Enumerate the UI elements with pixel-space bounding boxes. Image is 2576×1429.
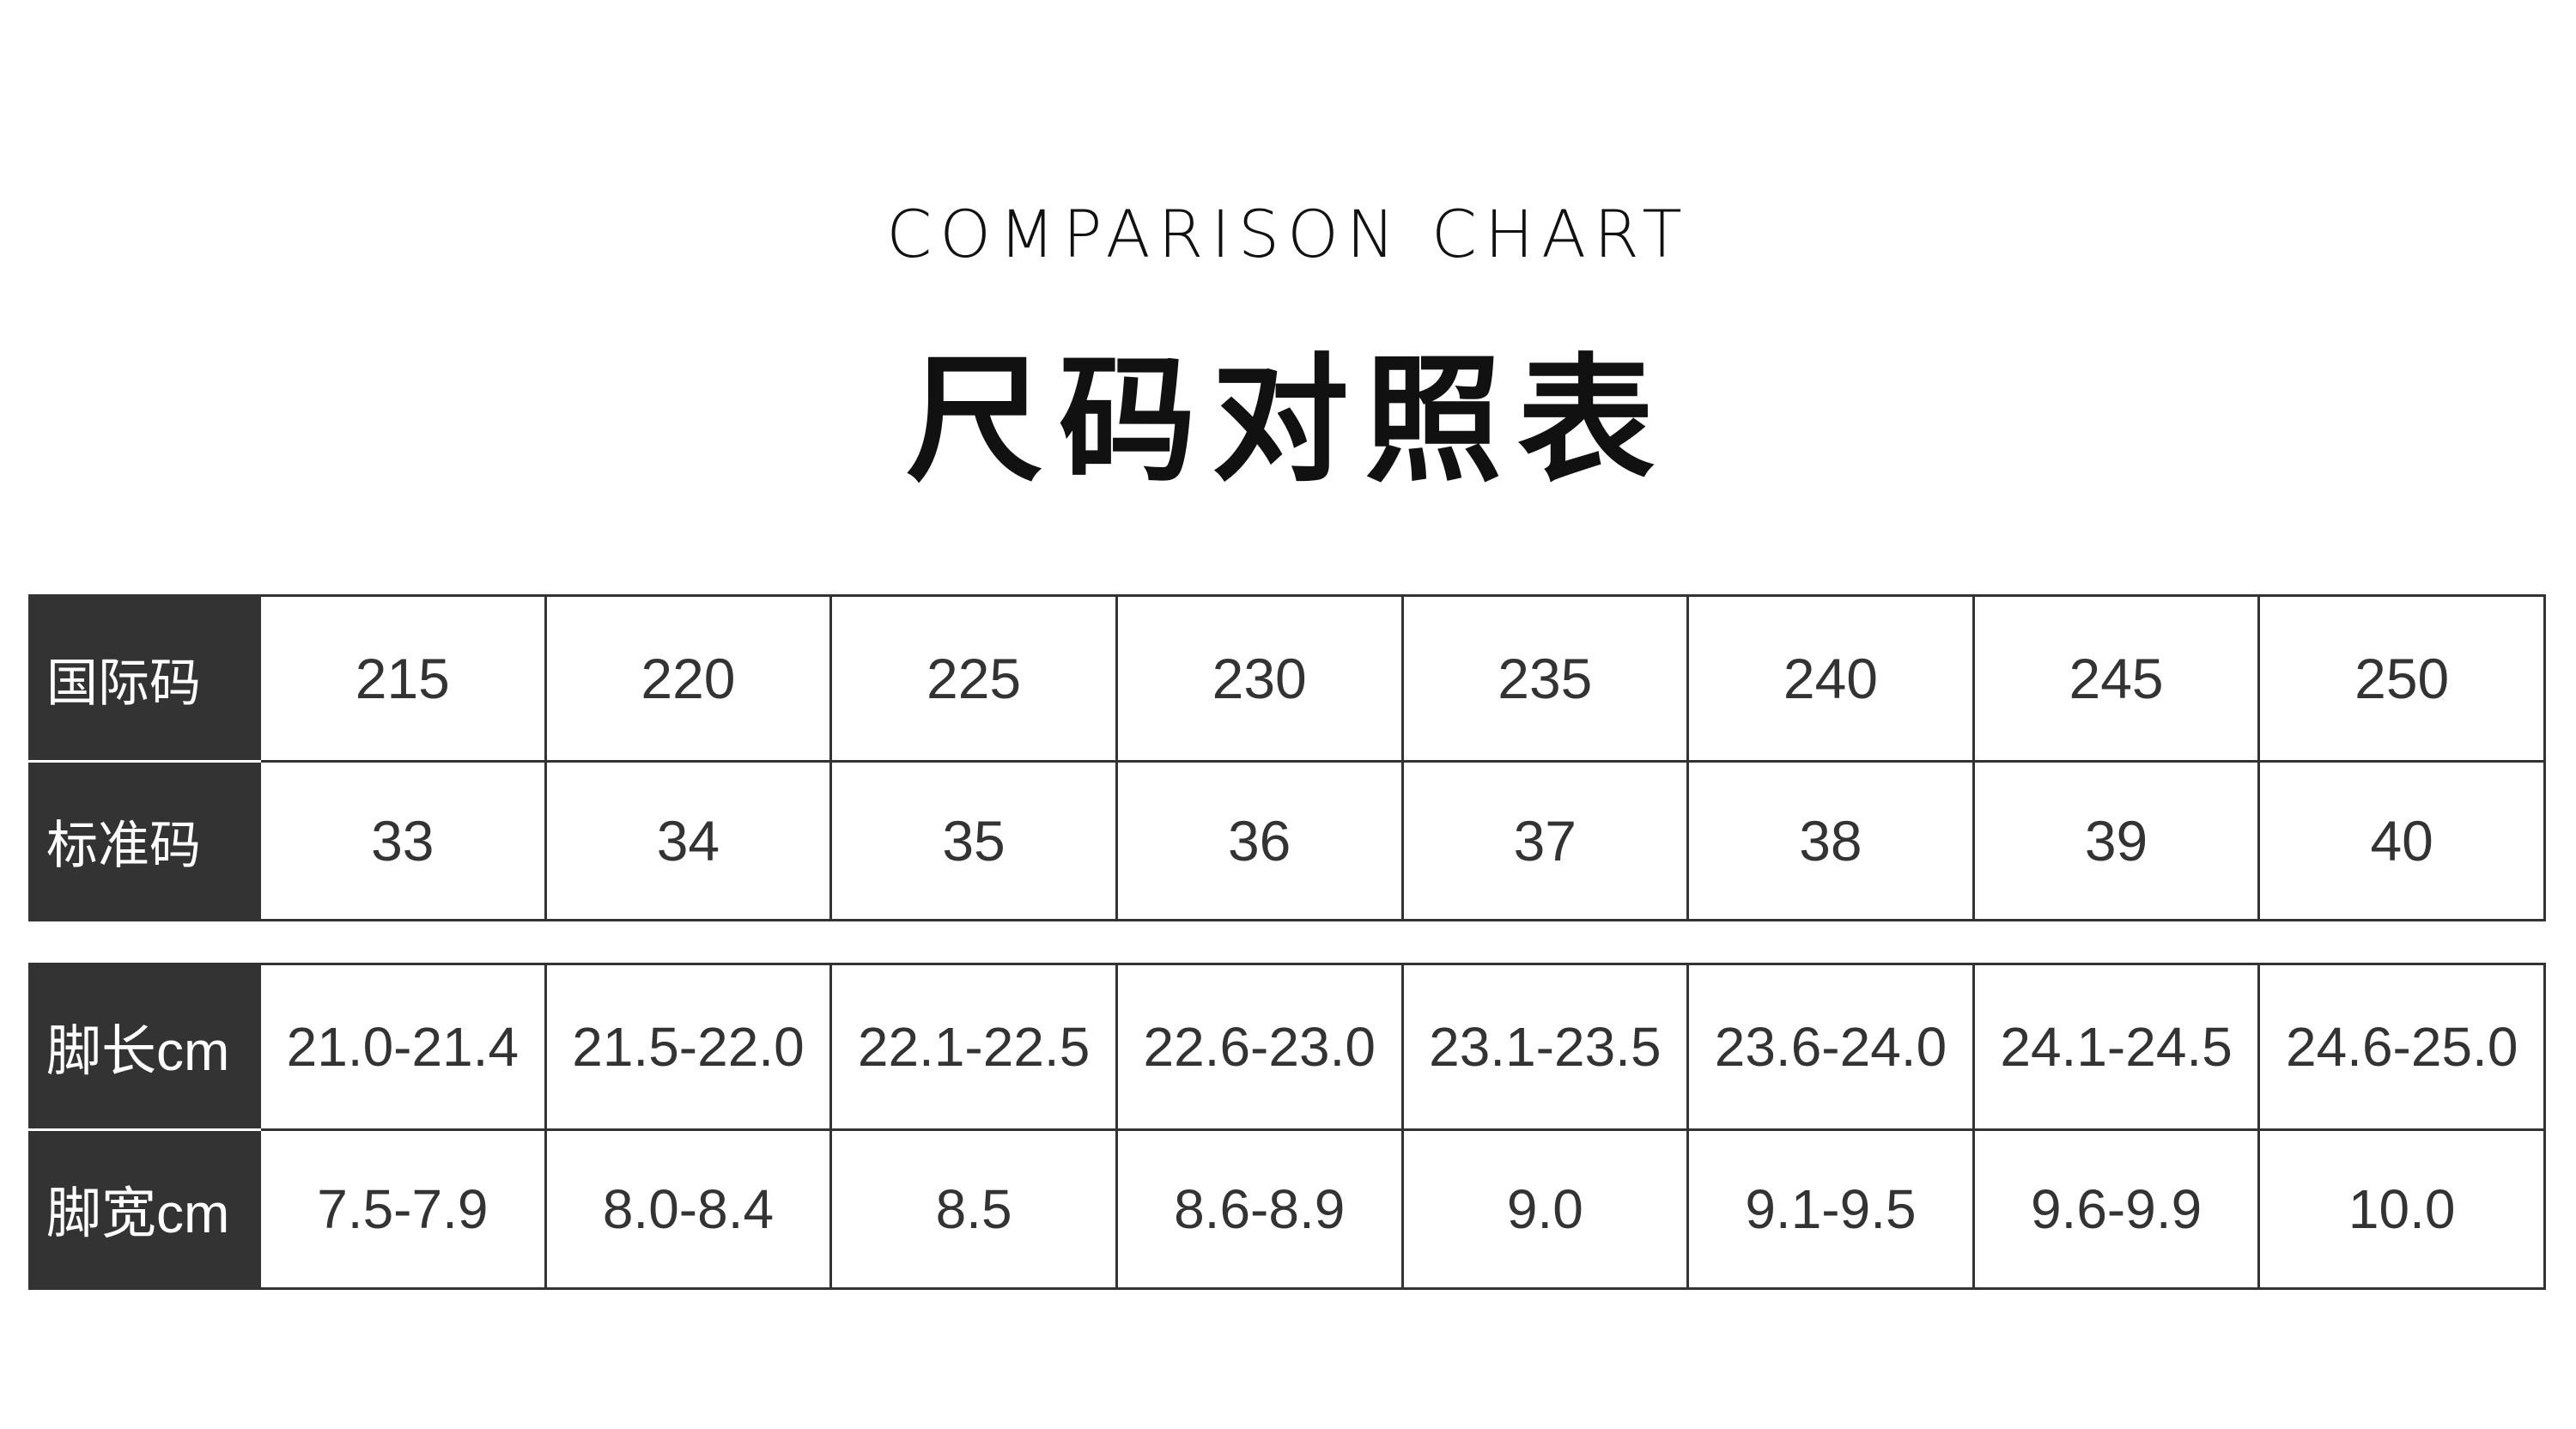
table-cell: 36 <box>1115 760 1404 921</box>
table-cell: 240 <box>1686 594 1975 763</box>
page-title: 尺码对照表 <box>905 340 1670 501</box>
table-cell: 24.1-24.5 <box>1971 963 2261 1131</box>
table-cell: 245 <box>1971 594 2261 763</box>
table-cell: 8.5 <box>829 1128 1118 1290</box>
table-cell: 7.5-7.9 <box>258 1128 547 1290</box>
table-cell: 220 <box>544 594 833 763</box>
row-header: 国际码 <box>28 594 261 763</box>
table-cell: 215 <box>258 594 547 763</box>
table-cell: 21.5-22.0 <box>544 963 833 1131</box>
table-cell: 10.0 <box>2257 1128 2546 1290</box>
row-header: 标准码 <box>28 760 261 921</box>
table-row: 脚长cm 21.0-21.4 21.5-22.0 22.1-22.5 22.6-23.0… <box>28 963 2546 1131</box>
table-cell: 8.6-8.9 <box>1115 1128 1404 1290</box>
row-header: 脚宽cm <box>28 1128 261 1290</box>
table-row: 脚宽cm 7.5-7.9 8.0-8.4 8.5 8.6-8.9 9.0 9.1-9.5 9.… <box>28 1128 2546 1290</box>
table-cell: 23.1-23.5 <box>1400 963 1690 1131</box>
table-cell: 39 <box>1971 760 2261 921</box>
table-cell: 9.6-9.9 <box>1971 1128 2261 1290</box>
table-cell: 8.0-8.4 <box>544 1128 833 1290</box>
table-cell: 33 <box>258 760 547 921</box>
table-cell: 21.0-21.4 <box>258 963 547 1131</box>
table-cell: 35 <box>829 760 1118 921</box>
table-row: 国际码 215 220 225 230 235 240 245 250 <box>28 594 2546 763</box>
table-cell: 250 <box>2257 594 2546 763</box>
table-cell: 23.6-24.0 <box>1686 963 1975 1131</box>
table-cell: 235 <box>1400 594 1690 763</box>
table-cell: 9.1-9.5 <box>1686 1128 1975 1290</box>
table-cell: 34 <box>544 760 833 921</box>
table-cell: 22.6-23.0 <box>1115 963 1404 1131</box>
table-cell: 24.6-25.0 <box>2257 963 2546 1131</box>
subtitle: COMPARISON CHART <box>886 196 1690 272</box>
table-cell: 38 <box>1686 760 1975 921</box>
table-cell: 22.1-22.5 <box>829 963 1118 1131</box>
table-row: 标准码 33 34 35 36 37 38 39 40 <box>28 760 2546 921</box>
size-table-codes: 国际码 215 220 225 230 235 240 245 250 标准码 33 34 35 36 37… <box>28 594 2546 921</box>
table-cell: 40 <box>2257 760 2546 921</box>
table-cell: 230 <box>1115 594 1404 763</box>
table-cell: 37 <box>1400 760 1690 921</box>
size-table-foot: 脚长cm 21.0-21.4 21.5-22.0 22.1-22.5 22.6-23.0… <box>28 963 2546 1290</box>
table-cell: 225 <box>829 594 1118 763</box>
table-cell: 9.0 <box>1400 1128 1690 1290</box>
row-header: 脚长cm <box>28 963 261 1131</box>
